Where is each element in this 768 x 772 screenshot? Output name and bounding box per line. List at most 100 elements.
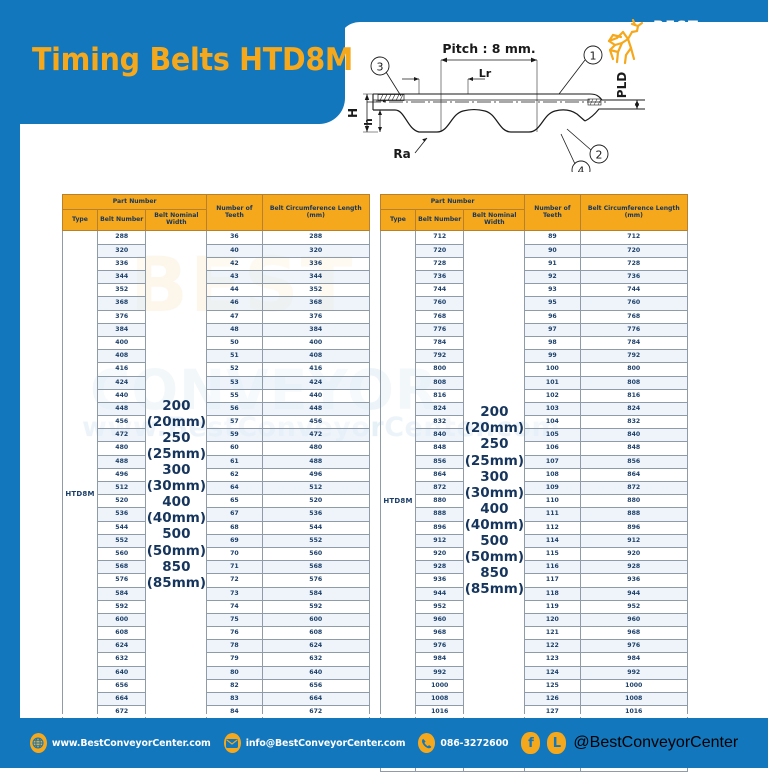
diagram-callout-1: 1 [590, 50, 597, 63]
width-option: 850 [480, 565, 509, 582]
line-icon[interactable]: L [547, 732, 567, 754]
page-title: Timing Belts HTD8M [32, 42, 354, 78]
left-blue-rail [0, 100, 20, 718]
cell-number-of-teeth: 36 [206, 230, 263, 245]
cell-belt-circumference: 792 [579, 349, 689, 364]
cell-number-of-teeth: 125 [524, 678, 581, 694]
cell-belt-number: 624 [96, 639, 147, 654]
cell-belt-circumference: 728 [579, 256, 689, 272]
cell-number-of-teeth: 83 [206, 692, 263, 707]
cell-belt-circumference: 928 [579, 560, 689, 575]
cell-number-of-teeth: 76 [206, 626, 263, 641]
table-row: 960 120 960 [381, 612, 689, 628]
width-option: 500 [480, 533, 509, 550]
cell-belt-circumference: 816 [579, 388, 689, 403]
table-row: 368 46 368 [63, 296, 371, 311]
cell-number-of-teeth: 72 [206, 573, 263, 588]
footer-email-text: info@BestConveyorCenter.com [245, 737, 406, 749]
table-row: 720 90 720 [381, 243, 689, 258]
cell-number-of-teeth: 114 [524, 533, 581, 548]
table-row: 592 74 592 [63, 599, 371, 614]
cell-belt-number: 832 [414, 415, 465, 430]
table-row: 344 43 344 [63, 270, 371, 285]
spec-table-right-wrapper: Part Number Number of Teeth Belt Circumf… [379, 193, 689, 772]
cell-number-of-teeth: 123 [524, 652, 581, 667]
table-row: 408 51 408 [63, 349, 371, 364]
cell-belt-number: 656 [96, 678, 147, 694]
cell-number-of-teeth: 89 [524, 230, 581, 245]
spec-table-left-body: HTD8M 288 200 (20mm) 250 (25mm) 300 (30mm) 400 (4… [62, 230, 371, 759]
cell-belt-circumference: 408 [261, 349, 371, 364]
cell-belt-circumference: 536 [261, 507, 371, 522]
cell-number-of-teeth: 52 [206, 362, 263, 377]
cell-belt-number: 744 [414, 283, 465, 298]
cell-belt-circumference: 992 [579, 665, 689, 680]
cell-number-of-teeth: 105 [524, 428, 581, 443]
cell-number-of-teeth: 75 [206, 612, 263, 628]
cell-belt-circumference: 568 [261, 560, 371, 575]
cell-belt-circumference: 800 [579, 362, 689, 377]
cell-number-of-teeth: 46 [206, 296, 263, 311]
table-row: 640 80 640 [63, 665, 371, 680]
cell-belt-number: 840 [414, 428, 465, 443]
cell-belt-circumference: 1000 [579, 678, 689, 694]
cell-belt-number: 552 [96, 533, 147, 548]
table-row: 624 78 624 [63, 639, 371, 654]
spec-table-right: Part Number Number of Teeth Belt Circumf… [379, 193, 689, 772]
diagram-callout-4: 4 [578, 165, 585, 173]
width-option: (50mm) [146, 542, 206, 559]
cell-belt-number: 728 [414, 256, 465, 272]
table-row: 920 115 920 [381, 546, 689, 562]
cell-number-of-teeth: 59 [206, 428, 263, 443]
cell-number-of-teeth: 95 [524, 296, 581, 311]
facebook-icon[interactable]: f [521, 732, 541, 754]
cell-number-of-teeth: 96 [524, 309, 581, 324]
cell-belt-circumference: 456 [261, 415, 371, 430]
cell-belt-number: 336 [96, 256, 147, 272]
cell-belt-circumference: 824 [579, 401, 689, 417]
cell-number-of-teeth: 91 [524, 256, 581, 272]
table-row: 424 53 424 [63, 375, 371, 390]
header-belt-number: Belt Number [96, 208, 147, 232]
cell-belt-number: 984 [414, 652, 465, 667]
table-row: 600 75 600 [63, 612, 371, 628]
table-row: 584 73 584 [63, 586, 371, 601]
footer-phone[interactable]: 086-3272600 [418, 733, 509, 753]
table-row: 496 62 496 [63, 467, 371, 483]
table-row: 568 71 568 [63, 560, 371, 575]
cell-number-of-teeth: 69 [206, 533, 263, 548]
cell-number-of-teeth: 42 [206, 256, 263, 272]
cell-belt-circumference: 336 [261, 256, 371, 272]
cell-belt-circumference: 488 [261, 454, 371, 469]
cell-belt-circumference: 968 [579, 626, 689, 641]
cell-belt-number: 800 [414, 362, 465, 377]
cell-belt-number: 960 [414, 612, 465, 628]
spec-table-right-body: HTD8M 712 200 (20mm) 250 (25mm) 300 (30mm) 400 (4… [380, 230, 689, 772]
cell-number-of-teeth: 117 [524, 573, 581, 588]
cell-belt-number: 416 [96, 362, 147, 377]
cell-number-of-teeth: 107 [524, 454, 581, 469]
cell-belt-number: 664 [96, 692, 147, 707]
cell-belt-number: 976 [414, 639, 465, 654]
cell-number-of-teeth: 61 [206, 454, 263, 469]
footer-website[interactable]: www.BestConveyorCenter.com [29, 733, 211, 753]
cell-number-of-teeth: 103 [524, 401, 581, 417]
table-row: 760 95 760 [381, 296, 689, 311]
cell-belt-circumference: 744 [579, 283, 689, 298]
cell-belt-circumference: 544 [261, 520, 371, 535]
cell-belt-circumference: 424 [261, 375, 371, 390]
cell-belt-circumference: 720 [579, 243, 689, 258]
cell-belt-circumference: 808 [579, 375, 689, 390]
cell-number-of-teeth: 122 [524, 639, 581, 654]
cell-number-of-teeth: 70 [206, 546, 263, 562]
cell-belt-circumference: 984 [579, 652, 689, 667]
width-option: 850 [162, 558, 191, 575]
table-row: 928 116 928 [381, 560, 689, 575]
width-option: (25mm) [464, 452, 524, 469]
width-option: 200 [162, 397, 191, 414]
cell-belt-number: 776 [414, 322, 465, 337]
cell-belt-number: 344 [96, 270, 147, 285]
cell-number-of-teeth: 80 [206, 665, 263, 680]
footer-email[interactable]: info@BestConveyorCenter.com [223, 733, 406, 753]
cell-belt-circumference: 768 [579, 309, 689, 324]
